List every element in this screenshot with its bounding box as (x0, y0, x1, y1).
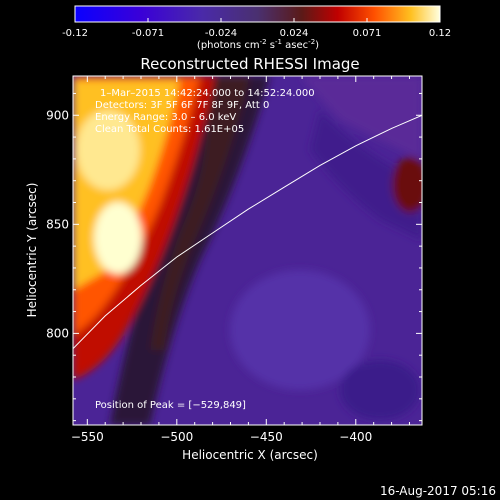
axis-ticks: −550 −500 −450 −400 800 850 900 (46, 76, 422, 444)
colorbar-units: (photons cm-2 s-1 asec-2) (197, 38, 319, 51)
x-axis-label: Heliocentric X (arcsec) (182, 448, 318, 462)
colorbar-tick-label: -0.071 (132, 28, 164, 39)
y-tick-label: 800 (46, 326, 69, 340)
colorbar-frame (74, 5, 441, 23)
colorbar-ticks: -0.12 -0.071 -0.024 0.024 0.071 0.12 (62, 18, 451, 39)
y-tick-label: 900 (46, 108, 69, 122)
chart-title: Reconstructed RHESSI Image (140, 55, 359, 73)
colorbar-tick-label: 0.12 (429, 28, 451, 39)
info-time-range: 1–Mar–2015 14:42:24.000 to 14:52:24.000 (100, 88, 315, 99)
peak-position-label: Position of Peak = [−529,849] (95, 400, 246, 411)
x-tick-label: −400 (339, 430, 372, 444)
x-tick-label: −500 (160, 430, 193, 444)
info-total-counts: Clean Total Counts: 1.61E+05 (95, 124, 244, 135)
heatmap-image (73, 76, 422, 425)
y-axis-label: Heliocentric Y (arcsec) (25, 183, 39, 318)
heatmap-region (300, 76, 422, 160)
heatmap-region (230, 270, 370, 390)
colorbar-tick-label: -0.12 (62, 28, 88, 39)
plot-frame (72, 75, 423, 426)
heatmap-peak-core (94, 202, 142, 274)
colorbar-gradient (75, 6, 440, 22)
footer-date: 16-Aug-2017 05:16 (380, 484, 496, 498)
colorbar-tick-label: 0.024 (280, 28, 309, 39)
colorbar-tick-label: -0.024 (205, 28, 237, 39)
heatmap-right-blob (392, 157, 422, 213)
heatmap-dark-band (150, 76, 250, 350)
heatmap-region (340, 360, 420, 420)
heatmap-emission (73, 76, 422, 425)
info-energy-range: Energy Range: 3.0 – 6.0 keV (95, 112, 236, 123)
heatmap-upper-core (76, 110, 140, 190)
colorbar-tick-label: 0.071 (353, 28, 382, 39)
y-tick-label: 850 (46, 217, 69, 231)
solar-limb-line (73, 114, 422, 350)
x-tick-label: −450 (250, 430, 283, 444)
info-overlay: 1–Mar–2015 14:42:24.000 to 14:52:24.000 … (95, 88, 315, 411)
info-detectors: Detectors: 3F 5F 6F 7F 8F 9F, Att 0 (95, 100, 269, 111)
x-tick-label: −550 (71, 430, 104, 444)
heatmap-region (310, 110, 422, 240)
